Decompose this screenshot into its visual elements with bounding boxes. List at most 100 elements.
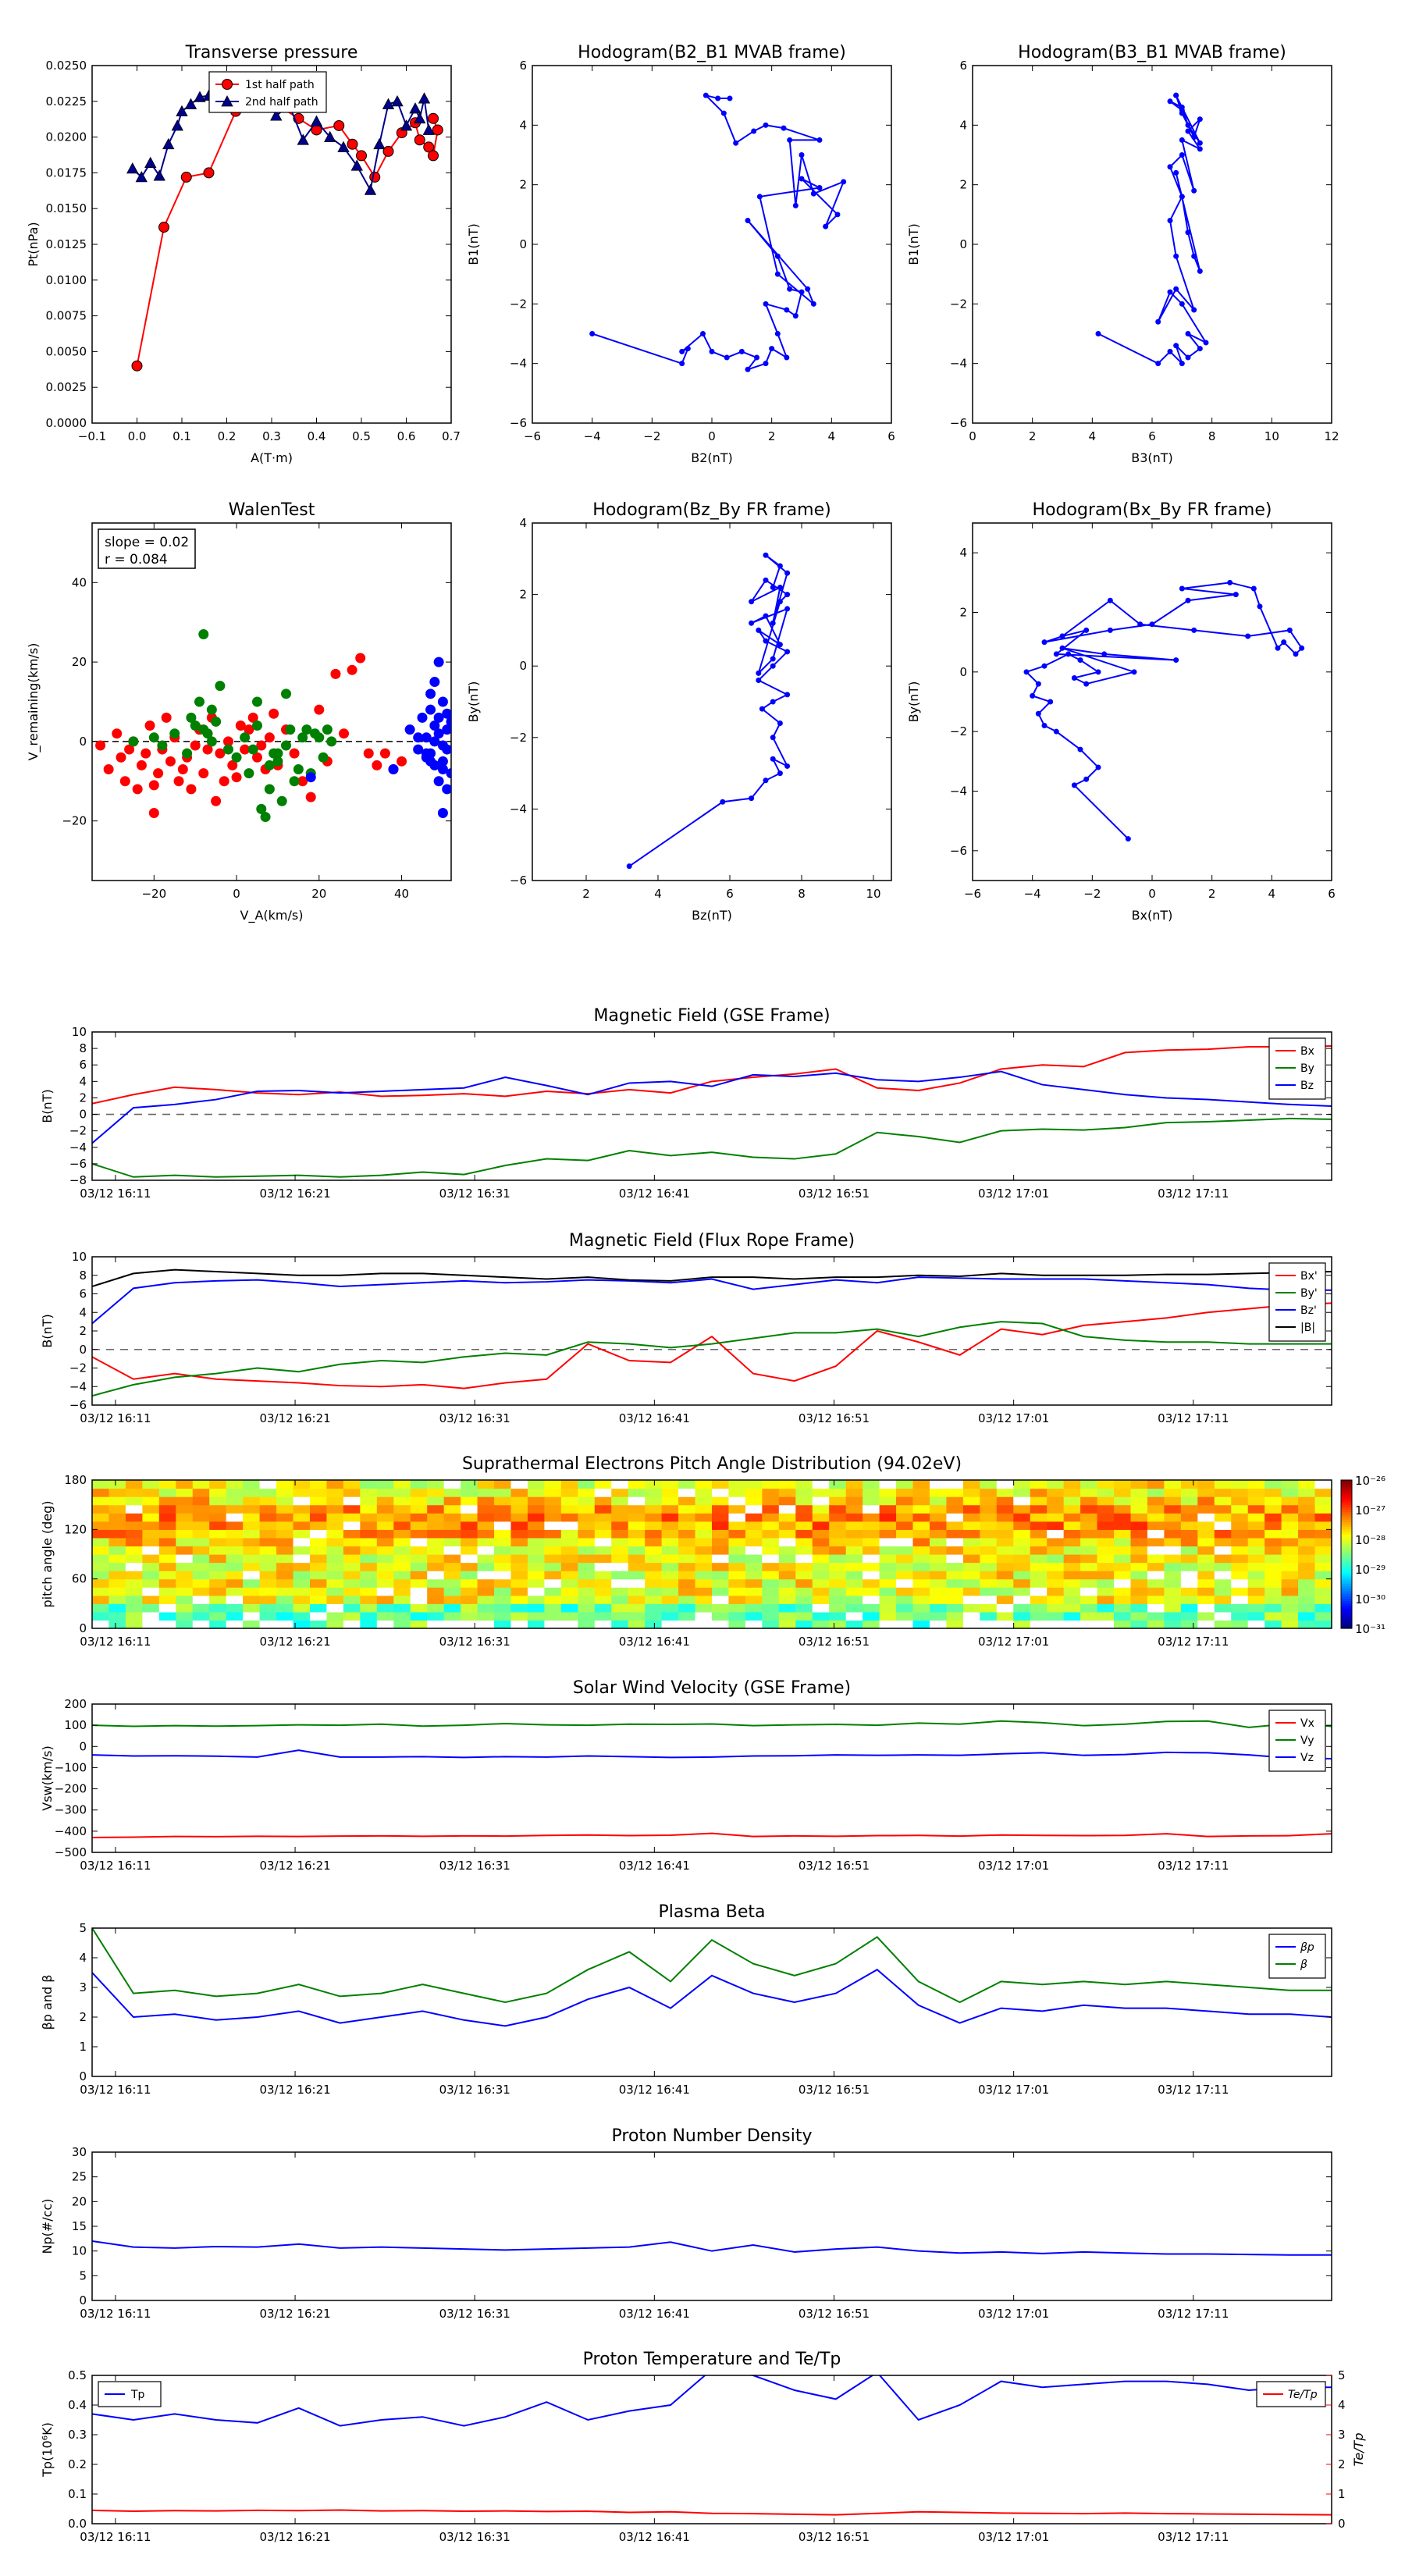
data-point xyxy=(391,94,404,107)
heatmap-cell xyxy=(343,1480,361,1489)
data-point xyxy=(1059,633,1065,639)
data-point xyxy=(841,179,847,185)
heatmap-cell xyxy=(158,1554,176,1564)
heatmap-cell xyxy=(778,1562,796,1571)
heatmap-cell xyxy=(376,1504,394,1514)
heatmap-cell xyxy=(427,1504,445,1514)
heatmap-cell xyxy=(829,1578,847,1588)
heatmap-cell xyxy=(628,1620,646,1628)
heatmap-cell xyxy=(309,1488,328,1497)
colorbar-segment xyxy=(1341,1517,1352,1521)
heatmap-cell xyxy=(1214,1513,1232,1522)
colorbar-segment xyxy=(1341,1504,1352,1508)
heatmap-cell xyxy=(1214,1595,1232,1604)
data-point xyxy=(784,592,791,598)
heatmap-cell xyxy=(980,1537,998,1547)
heatmap-cell xyxy=(176,1620,194,1628)
heatmap-cell xyxy=(209,1521,227,1530)
heatmap-cell xyxy=(1314,1488,1332,1497)
colorbar-tick-label: 10⁻²⁹ xyxy=(1355,1563,1385,1577)
heatmap-cell xyxy=(1247,1546,1265,1555)
heatmap-cell xyxy=(678,1529,696,1539)
heatmap-cell xyxy=(1264,1537,1282,1547)
heatmap-cell xyxy=(628,1496,646,1506)
heatmap-cell xyxy=(192,1611,210,1621)
y-tick-label: 20 xyxy=(72,2194,87,2208)
heatmap-cell xyxy=(879,1603,897,1613)
heatmap-cell xyxy=(578,1595,596,1604)
heatmap-cell xyxy=(745,1496,763,1506)
heatmap-cell xyxy=(1231,1537,1249,1547)
heatmap-cell xyxy=(443,1488,461,1497)
heatmap-cell xyxy=(678,1578,696,1588)
heatmap-cell xyxy=(678,1562,696,1571)
data-point xyxy=(1197,146,1203,152)
series-line-|B| xyxy=(92,1268,1332,1287)
plot-area xyxy=(92,628,451,823)
heatmap-cell xyxy=(1130,1529,1148,1539)
heatmap-cell xyxy=(594,1529,612,1539)
heatmap-cell xyxy=(712,1611,730,1621)
heatmap-cell xyxy=(611,1521,629,1530)
data-point-red xyxy=(124,744,135,755)
heatmap-cell xyxy=(560,1587,578,1596)
data-point xyxy=(1275,645,1281,651)
heatmap-cell xyxy=(293,1521,311,1530)
heatmap-cell xyxy=(1314,1480,1332,1489)
heatmap-cell xyxy=(443,1529,461,1539)
heatmap-cell xyxy=(226,1587,244,1596)
y-tick-label: −6 xyxy=(69,1157,87,1171)
heatmap-cell xyxy=(1197,1537,1215,1547)
heatmap-cell xyxy=(795,1513,813,1522)
heatmap-cell xyxy=(259,1480,277,1489)
heatmap-cell xyxy=(544,1496,562,1506)
data-point xyxy=(1065,651,1072,657)
heatmap-cell xyxy=(176,1603,194,1613)
data-point-green xyxy=(215,681,226,692)
x-tick-label: 03/12 16:51 xyxy=(799,2307,870,2321)
data-point-red xyxy=(148,780,159,791)
heatmap-cell xyxy=(192,1554,210,1564)
heatmap-cell xyxy=(1164,1529,1182,1539)
heatmap-cell xyxy=(309,1537,328,1547)
heatmap-cell xyxy=(1063,1554,1081,1564)
y-tick-label: 2 xyxy=(79,1091,87,1105)
x-tick-label: 40 xyxy=(394,887,409,901)
y-tick-label: −6 xyxy=(950,844,967,858)
heatmap-cell xyxy=(125,1554,143,1564)
heatmap-cell xyxy=(108,1571,126,1580)
heatmap-cell xyxy=(226,1562,244,1571)
heatmap-cell xyxy=(1264,1578,1282,1588)
heatmap-cell xyxy=(192,1529,210,1539)
heatmap-cell xyxy=(1298,1611,1316,1621)
data-point xyxy=(787,286,793,292)
heatmap-cell xyxy=(1298,1513,1316,1522)
y-tick-label: −2 xyxy=(510,297,527,311)
heatmap-cell xyxy=(879,1611,897,1621)
heatmap-cell xyxy=(946,1521,964,1530)
heatmap-cell xyxy=(276,1480,294,1489)
data-point xyxy=(720,110,727,116)
heatmap-cell xyxy=(929,1603,948,1613)
data-point-green xyxy=(289,776,300,787)
heatmap-cell xyxy=(728,1611,746,1621)
heatmap-cell xyxy=(1180,1603,1198,1613)
heatmap-cell xyxy=(912,1513,930,1522)
data-point xyxy=(337,141,350,152)
heatmap-cell xyxy=(1114,1578,1132,1588)
heatmap-cell xyxy=(929,1488,948,1497)
legend-entry: |B| xyxy=(1300,1322,1315,1334)
heatmap-cell xyxy=(209,1562,227,1571)
plot-area xyxy=(92,1044,1332,1178)
x-tick-label: 03/12 16:51 xyxy=(799,2083,870,2097)
heatmap-cell xyxy=(628,1611,646,1621)
data-point-green xyxy=(148,732,159,743)
data-point-green xyxy=(198,724,209,735)
data-point-red xyxy=(251,752,262,763)
heatmap-cell xyxy=(929,1587,948,1596)
heatmap-cell xyxy=(980,1504,998,1514)
heatmap-cell xyxy=(912,1529,930,1539)
data-point-blue xyxy=(421,732,432,743)
heatmap-cell xyxy=(578,1546,596,1555)
heatmap-cell xyxy=(1013,1488,1031,1497)
